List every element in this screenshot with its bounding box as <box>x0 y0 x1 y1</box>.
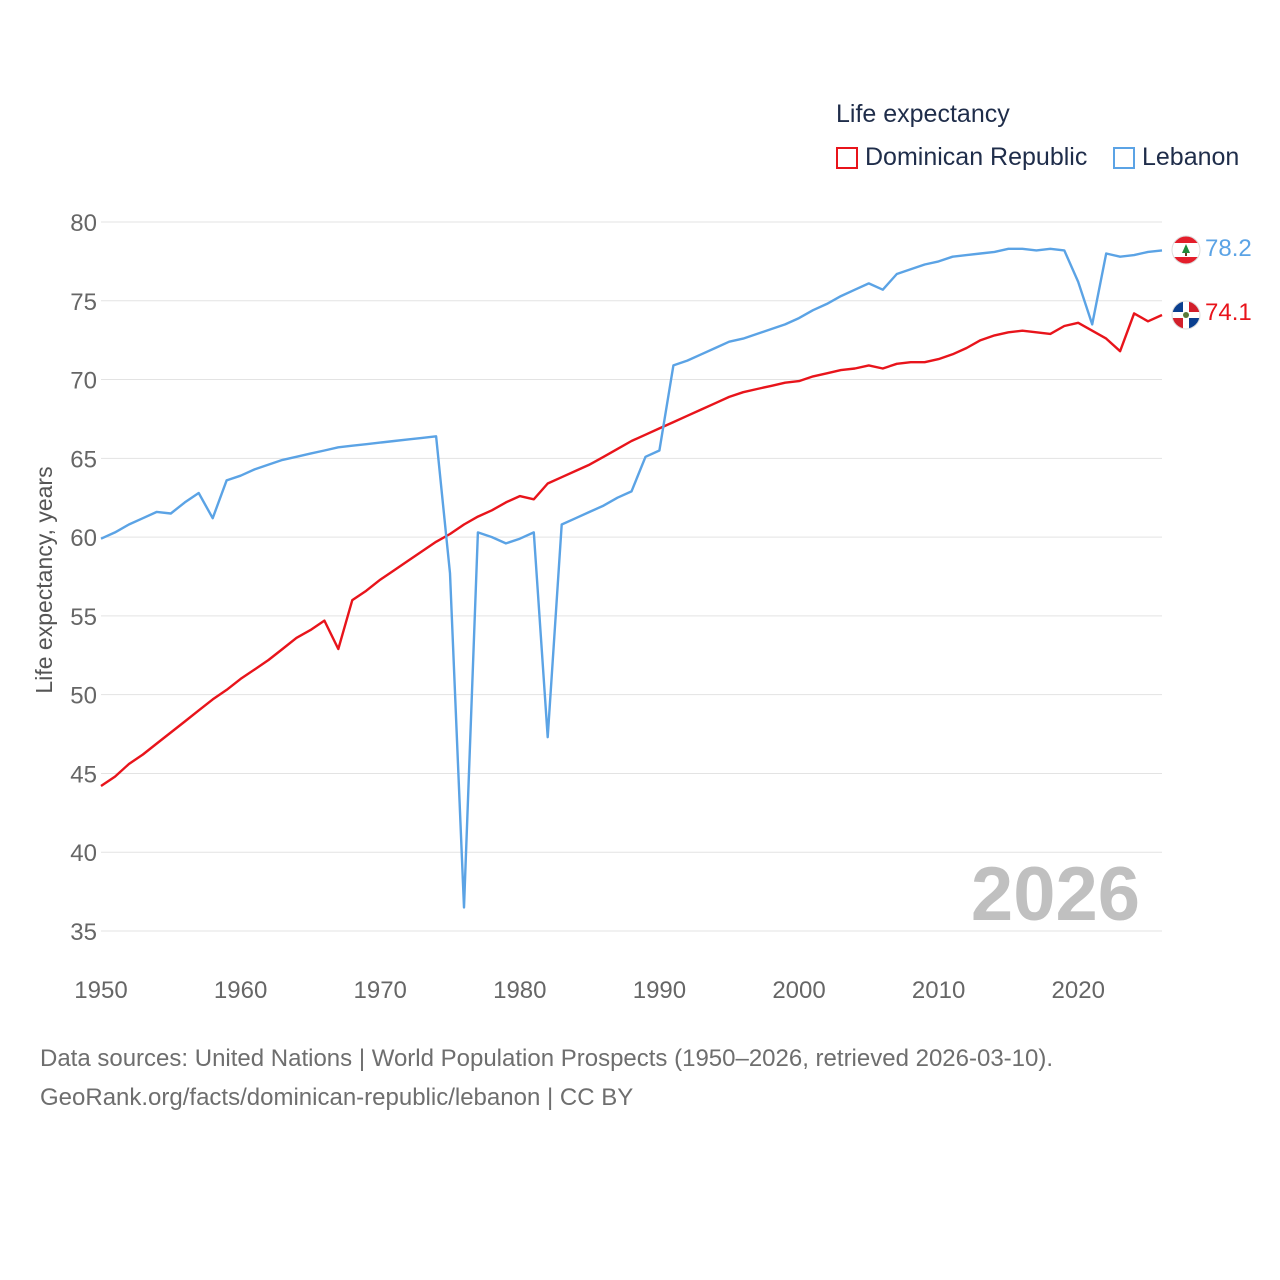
x-tick-label: 2010 <box>912 977 965 1004</box>
dominican-republic-end-value: 74.1 <box>1205 299 1252 326</box>
footer-attribution[interactable]: GeoRank.org/facts/dominican-republic/leb… <box>40 1084 634 1111</box>
x-tick-label: 1990 <box>633 977 686 1004</box>
lebanon-end-marker: 78.2 <box>1171 235 1252 265</box>
legend-swatch-dominican-republic <box>836 146 858 169</box>
y-tick-label: 45 <box>70 761 97 788</box>
legend-title: Life expectancy <box>836 100 1010 128</box>
y-tick-label: 80 <box>70 210 97 237</box>
legend-item-lebanon[interactable]: Lebanon <box>1113 143 1239 172</box>
y-tick-label: 70 <box>70 368 97 395</box>
y-tick-label: 35 <box>70 919 97 946</box>
y-axis-ticks: 35 40 45 50 55 60 65 70 75 80 <box>70 210 97 946</box>
lebanon-flag-icon <box>1171 235 1201 265</box>
legend-swatch-lebanon <box>1113 146 1135 169</box>
x-axis-ticks: 1950 1960 1970 1980 1990 2000 2010 2020 <box>74 977 1105 1004</box>
legend-label-lebanon: Lebanon <box>1142 143 1240 171</box>
x-tick-label: 1970 <box>354 977 407 1004</box>
series-lines <box>100 247 1163 909</box>
y-tick-label: 50 <box>70 683 97 710</box>
lebanon-end-value: 78.2 <box>1205 235 1252 262</box>
y-tick-label: 65 <box>70 446 97 473</box>
legend-label-dominican-republic: Dominican Republic <box>865 143 1088 171</box>
y-axis-label: Life expectancy, years <box>31 466 57 693</box>
dominican-republic-end-marker: 74.1 <box>1171 299 1252 330</box>
y-tick-label: 40 <box>70 840 97 867</box>
x-tick-label: 2000 <box>772 977 825 1004</box>
footer-sources: Data sources: United Nations | World Pop… <box>40 1045 1054 1072</box>
series-line-dominican-republic[interactable] <box>100 312 1163 787</box>
series-line-lebanon[interactable] <box>100 247 1163 909</box>
grid-lines <box>101 221 1162 932</box>
x-tick-label: 1950 <box>74 977 127 1004</box>
y-tick-label: 75 <box>70 289 97 316</box>
legend-item-dominican-republic[interactable]: Dominican Republic <box>836 143 1087 172</box>
x-tick-label: 1960 <box>214 977 267 1004</box>
year-watermark: 2026 <box>971 852 1140 937</box>
x-tick-label: 1980 <box>493 977 546 1004</box>
y-tick-label: 55 <box>70 604 97 631</box>
y-tick-label: 60 <box>70 525 97 552</box>
dominican-republic-flag-icon <box>1171 300 1201 330</box>
x-tick-label: 2020 <box>1052 977 1105 1004</box>
